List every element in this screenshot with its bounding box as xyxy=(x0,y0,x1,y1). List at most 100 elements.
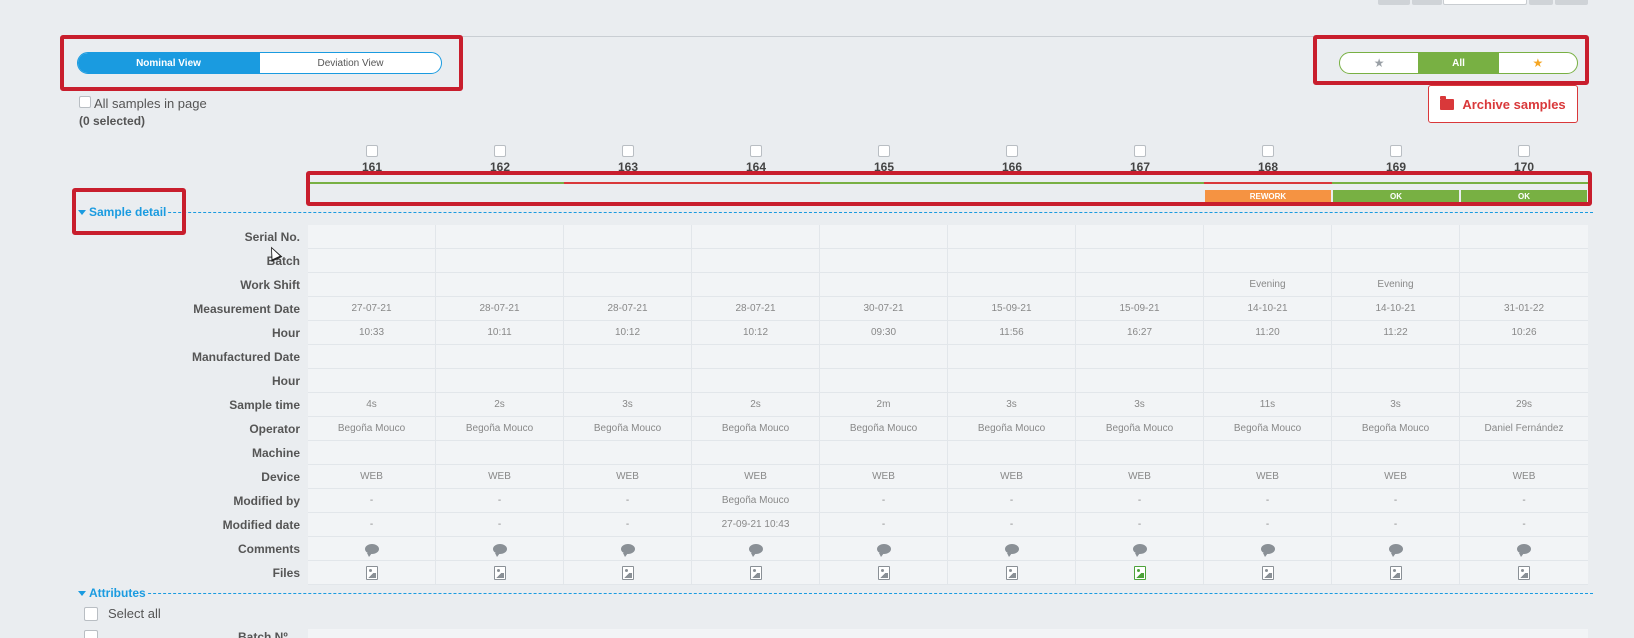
table-cell: 11:22 xyxy=(1332,321,1460,344)
table-cell: 31-01-22 xyxy=(1503,303,1545,314)
archive-samples-button[interactable]: Archive samples xyxy=(1428,85,1578,123)
table-cell: Begoña Mouco xyxy=(436,417,564,440)
table-cell xyxy=(1332,345,1460,368)
image-file-icon[interactable] xyxy=(1261,565,1274,580)
image-file-icon[interactable] xyxy=(1518,565,1530,580)
table-row xyxy=(308,225,1588,249)
image-file-icon[interactable] xyxy=(1005,565,1018,580)
nominal-view-button[interactable]: Nominal View xyxy=(78,53,259,73)
comment-icon[interactable] xyxy=(1388,543,1403,557)
table-cell: WEB xyxy=(948,465,1076,488)
sample-checkbox[interactable] xyxy=(366,145,378,157)
select-all-checkbox[interactable] xyxy=(84,606,98,621)
comment-icon[interactable] xyxy=(1004,543,1019,557)
table-cell: - xyxy=(1522,495,1526,506)
attribute-row xyxy=(308,629,1588,638)
image-file-icon[interactable] xyxy=(1389,565,1402,580)
filter-starred-button[interactable]: ★ xyxy=(1499,53,1577,73)
folder-open-icon xyxy=(1440,95,1455,110)
table-cell xyxy=(1076,441,1204,464)
sample-checkbox[interactable] xyxy=(1518,145,1530,157)
sample-status-cell: OK xyxy=(1332,182,1460,204)
table-cell xyxy=(692,225,820,248)
image-file-icon[interactable] xyxy=(877,565,890,580)
table-cell: Begoña Mouco xyxy=(1204,417,1332,440)
table-cell xyxy=(1204,225,1332,248)
sample-column-header: 162 xyxy=(436,145,564,172)
table-cell: 30-07-21 xyxy=(820,297,948,320)
sample-number: 169 xyxy=(1385,162,1407,172)
table-cell xyxy=(948,273,1076,296)
all-samples-option: All samples in page xyxy=(79,96,207,111)
sample-checkbox[interactable] xyxy=(878,145,890,157)
table-cell: 27-09-21 10:43 xyxy=(692,513,820,536)
sample-checkbox[interactable] xyxy=(622,145,634,157)
sample-checkbox[interactable] xyxy=(1134,145,1146,157)
image-file-icon[interactable] xyxy=(1133,565,1146,580)
table-cell xyxy=(1076,273,1204,296)
table-cell: WEB xyxy=(1512,471,1536,482)
pagination-last[interactable] xyxy=(1555,0,1588,5)
comment-icon[interactable] xyxy=(620,543,635,557)
table-cell: - xyxy=(1332,513,1460,536)
comment-icon[interactable] xyxy=(748,543,763,557)
star-icon: ★ xyxy=(1373,56,1385,70)
filter-unstarred-button[interactable]: ★ xyxy=(1340,53,1418,73)
all-samples-checkbox[interactable] xyxy=(79,96,91,108)
table-cell xyxy=(1332,561,1460,584)
sample-status-cell: OK xyxy=(1460,182,1588,204)
table-cell xyxy=(1076,249,1204,272)
deviation-view-button[interactable]: Deviation View xyxy=(259,53,441,73)
row-label: Operator xyxy=(249,422,300,436)
sample-column-header: 167 xyxy=(1076,145,1204,172)
image-file-icon[interactable] xyxy=(365,565,378,580)
image-file-icon[interactable] xyxy=(493,565,506,580)
row-labels: Serial No. Batch Work Shift Measurement Dat… xyxy=(100,225,300,585)
sample-checkbox[interactable] xyxy=(750,145,762,157)
table-cell xyxy=(692,561,820,584)
table-cell xyxy=(948,537,1076,560)
row-label: Serial No. xyxy=(244,230,300,244)
table-cell xyxy=(436,345,564,368)
sample-checkbox[interactable] xyxy=(1390,145,1402,157)
star-icon: ★ xyxy=(1532,56,1544,70)
attribute-row-label: Batch Nº xyxy=(238,630,288,638)
table-cell: 3s xyxy=(564,393,692,416)
filter-all-button[interactable]: All xyxy=(1418,53,1499,73)
sample-checkbox[interactable] xyxy=(1006,145,1018,157)
sample-status-row: REWORK OK OK xyxy=(308,182,1588,204)
table-cell xyxy=(692,441,820,464)
table-cell: - xyxy=(308,513,436,536)
comment-icon[interactable] xyxy=(876,543,891,557)
table-cell xyxy=(692,249,820,272)
image-file-icon[interactable] xyxy=(749,565,762,580)
sample-checkbox[interactable] xyxy=(1262,145,1274,157)
row-label: Files xyxy=(272,566,300,580)
table-cell xyxy=(948,345,1076,368)
section-divider xyxy=(78,212,1593,213)
image-file-icon[interactable] xyxy=(621,565,634,580)
pagination-page-input[interactable] xyxy=(1443,0,1527,5)
comment-icon[interactable] xyxy=(364,543,379,557)
table-cell xyxy=(1460,561,1588,584)
attributes-toggle[interactable]: Attributes xyxy=(78,586,148,600)
pagination-next[interactable] xyxy=(1529,0,1553,5)
table-cell: 28-07-21 xyxy=(436,297,564,320)
attribute-checkbox[interactable] xyxy=(84,630,98,638)
sample-detail-toggle[interactable]: Sample detail xyxy=(78,205,169,219)
table-cell xyxy=(308,561,436,584)
sample-column-header: 164 xyxy=(692,145,820,172)
row-label: Machine xyxy=(251,446,300,460)
row-label: Hour xyxy=(272,326,300,340)
attributes-label: Attributes xyxy=(89,586,146,600)
comment-icon[interactable] xyxy=(1132,543,1147,557)
comment-icon[interactable] xyxy=(1260,543,1275,557)
comment-icon[interactable] xyxy=(1517,543,1531,557)
sample-checkbox[interactable] xyxy=(494,145,506,157)
table-cell: 2m xyxy=(820,393,948,416)
pagination-prev[interactable] xyxy=(1412,0,1442,5)
comment-icon[interactable] xyxy=(492,543,507,557)
pagination-prev-first[interactable] xyxy=(1378,0,1410,5)
table-cell xyxy=(564,225,692,248)
table-cell xyxy=(820,345,948,368)
